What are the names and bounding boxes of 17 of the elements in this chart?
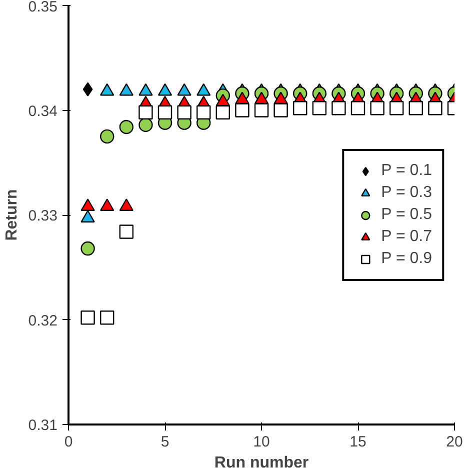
x-tick-label: 15 (350, 434, 366, 450)
y-tick-label: 0.34 (28, 102, 58, 120)
legend-label: P = 0.5 (381, 206, 432, 224)
y-tick-label: 0.31 (28, 417, 58, 434)
x-tick-label: 5 (160, 434, 170, 450)
y-tick-label: 0.32 (28, 312, 58, 330)
y-tick-label: 0.35 (28, 0, 58, 16)
x-tick-label: 0 (64, 434, 73, 450)
x-tick-label: 10 (253, 434, 270, 450)
x-axis-title: Run number (214, 454, 309, 472)
legend-label: P = 0.9 (381, 250, 432, 268)
y-tick-label: 0.33 (28, 208, 58, 224)
legend-label: P = 0.1 (381, 162, 432, 180)
y-axis-title: Return (3, 189, 20, 241)
x-tick-label: 20 (446, 434, 463, 450)
legend-label: P = 0.7 (381, 228, 432, 246)
legend-label: P = 0.3 (381, 184, 432, 202)
